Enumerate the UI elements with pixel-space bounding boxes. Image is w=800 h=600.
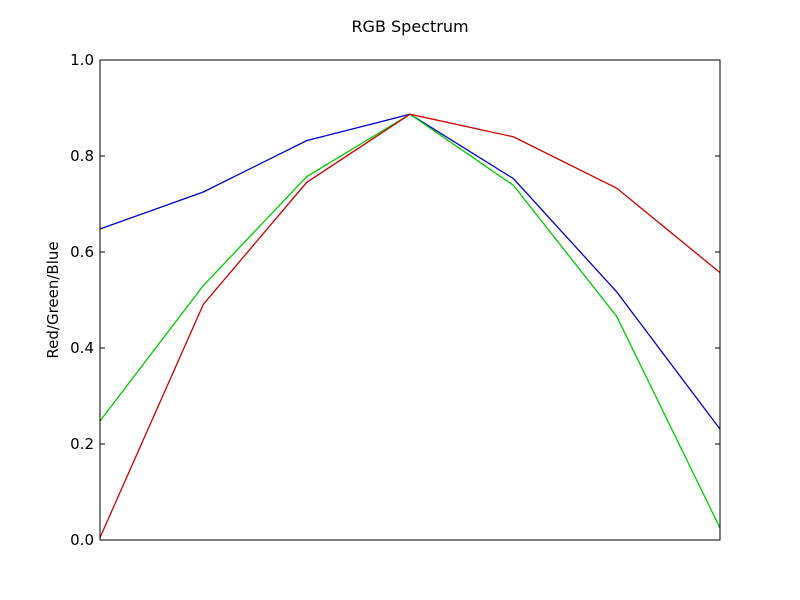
y-tick-label: 0.2	[70, 435, 94, 453]
plot-frame	[99, 59, 721, 541]
series-line-2	[99, 113, 721, 529]
y-tick-label: 0.8	[70, 147, 94, 165]
y-tick-label: 0.6	[70, 243, 94, 261]
series-line-3	[99, 113, 721, 538]
plot-area	[99, 59, 721, 541]
chart-title: RGB Spectrum	[351, 17, 468, 36]
series-line-1	[99, 113, 721, 430]
y-tick-label: 0.4	[70, 339, 94, 357]
y-axis-ticks: 0.0 0.2 0.4 0.6 0.8 1.0	[70, 51, 720, 549]
y-axis-label: Red/Green/Blue	[44, 241, 62, 358]
y-tick-label: 1.0	[70, 51, 94, 69]
y-tick-label: 0.0	[70, 531, 94, 549]
